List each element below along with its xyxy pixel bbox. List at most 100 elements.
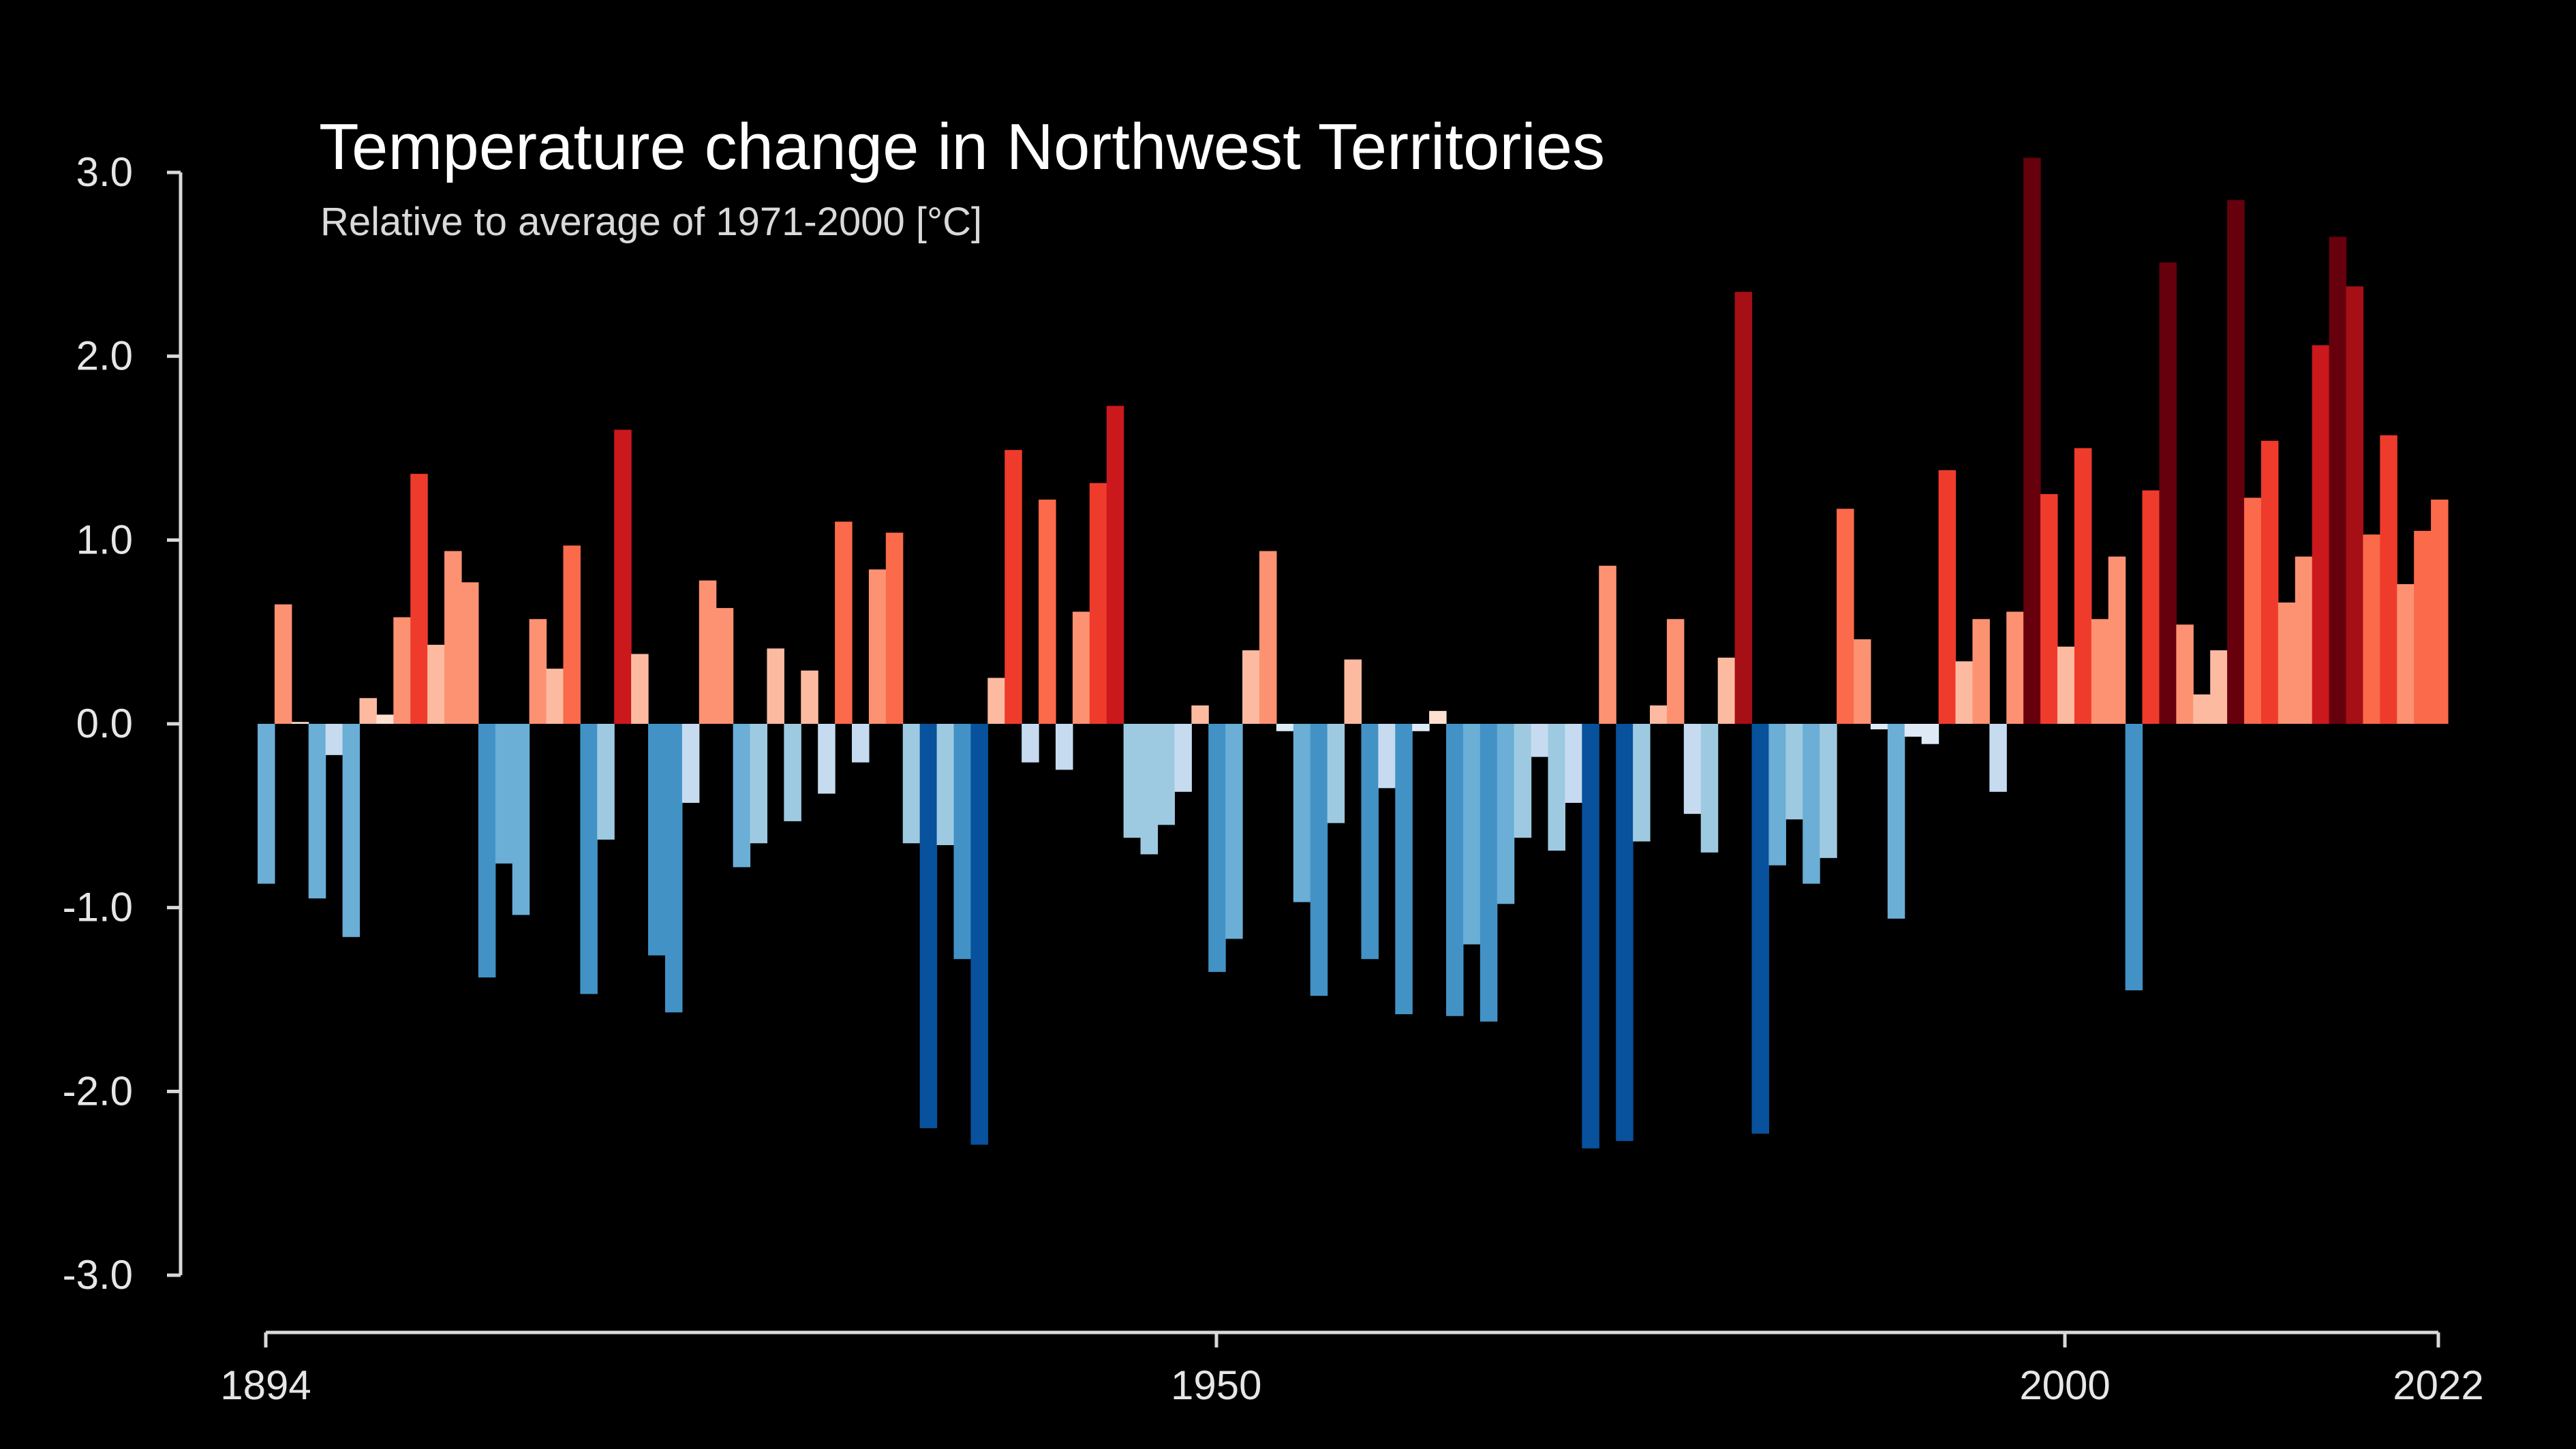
bar-1934 bbox=[936, 724, 955, 845]
bar-1960 bbox=[1378, 724, 1396, 789]
bar-1931 bbox=[885, 532, 904, 724]
x-tick-label: 2022 bbox=[2393, 1362, 2483, 1408]
bar-1991 bbox=[1904, 724, 1922, 737]
bar-1965 bbox=[1462, 724, 1481, 945]
bar-1917 bbox=[648, 724, 666, 956]
bar-1976 bbox=[1650, 705, 1668, 724]
y-tick-label: -3.0 bbox=[63, 1252, 133, 1298]
bar-1941 bbox=[1055, 724, 1073, 770]
bar-2004 bbox=[2125, 724, 2143, 991]
y-tick-label: 1.0 bbox=[76, 517, 133, 562]
bar-1995 bbox=[1972, 619, 1990, 724]
bar-2013 bbox=[2278, 603, 2296, 724]
bar-1905 bbox=[444, 551, 462, 724]
bar-2012 bbox=[2260, 440, 2279, 724]
bar-1999 bbox=[2040, 493, 2058, 724]
bar-1998 bbox=[2023, 157, 2041, 724]
bar-1958 bbox=[1344, 659, 1362, 724]
bar-1921 bbox=[716, 608, 734, 724]
bar-1993 bbox=[1938, 470, 1957, 724]
bar-1909 bbox=[512, 724, 530, 915]
x-tick-label: 1950 bbox=[1171, 1362, 1261, 1408]
bar-1911 bbox=[546, 669, 564, 724]
bar-1927 bbox=[818, 724, 835, 794]
bar-2002 bbox=[2091, 619, 2109, 724]
bar-1916 bbox=[631, 654, 649, 724]
y-tick-label: -1.0 bbox=[63, 885, 133, 930]
bar-1907 bbox=[478, 724, 496, 978]
bar-1952 bbox=[1242, 650, 1260, 724]
bar-1898 bbox=[325, 724, 343, 755]
bar-1978 bbox=[1683, 724, 1702, 814]
y-tick-label: -2.0 bbox=[63, 1068, 133, 1114]
bar-1942 bbox=[1072, 611, 1090, 724]
bar-1983 bbox=[1768, 724, 1786, 866]
bar-1970 bbox=[1548, 724, 1566, 851]
bar-1969 bbox=[1531, 724, 1549, 757]
bar-1971 bbox=[1565, 724, 1582, 803]
bar-2019 bbox=[2380, 435, 2397, 724]
bar-1938 bbox=[1005, 450, 1022, 724]
bar-1975 bbox=[1633, 724, 1651, 842]
y-tick-label: 2.0 bbox=[76, 333, 133, 379]
bar-1973 bbox=[1599, 566, 1616, 724]
bar-1980 bbox=[1717, 657, 1736, 724]
x-tick-label: 1894 bbox=[220, 1362, 311, 1408]
bar-1908 bbox=[495, 724, 513, 864]
bar-2010 bbox=[2227, 200, 2245, 724]
bar-1920 bbox=[699, 580, 717, 724]
bar-1896 bbox=[291, 722, 309, 724]
y-tick-label: 0.0 bbox=[76, 701, 133, 746]
bar-1954 bbox=[1276, 724, 1294, 731]
bar-1997 bbox=[2006, 611, 2024, 724]
bar-1948 bbox=[1174, 724, 1192, 792]
bar-1979 bbox=[1700, 724, 1719, 853]
bar-1932 bbox=[902, 724, 921, 844]
bar-1996 bbox=[1989, 724, 2007, 792]
bar-1914 bbox=[597, 724, 615, 840]
bar-1913 bbox=[580, 724, 598, 994]
bar-1972 bbox=[1582, 724, 1599, 1148]
x-axis-line bbox=[264, 1330, 2440, 1347]
bar-1918 bbox=[664, 724, 683, 1013]
bar-2007 bbox=[2176, 624, 2194, 724]
bar-1910 bbox=[529, 619, 547, 724]
bar-1987 bbox=[1837, 508, 1854, 724]
chart-title: Temperature change in Northwest Territor… bbox=[319, 110, 1605, 183]
bar-1901 bbox=[376, 714, 394, 724]
bar-2015 bbox=[2312, 345, 2330, 724]
bar-1924 bbox=[767, 648, 784, 724]
bar-1895 bbox=[274, 604, 292, 724]
bar-1946 bbox=[1140, 724, 1159, 855]
bar-2016 bbox=[2329, 237, 2347, 724]
bar-1989 bbox=[1870, 724, 1888, 730]
bar-1967 bbox=[1497, 724, 1515, 904]
bar-1992 bbox=[1921, 724, 1939, 744]
bar-1944 bbox=[1106, 406, 1124, 724]
bar-1959 bbox=[1361, 724, 1379, 960]
bar-1894 bbox=[258, 724, 275, 884]
y-axis: 3.0 2.0 1.0 0.0 -1.0 -2.0 -3.0 bbox=[63, 149, 183, 1298]
bar-1974 bbox=[1616, 724, 1634, 1142]
bar-1988 bbox=[1853, 639, 1871, 724]
x-tick-label: 2000 bbox=[2019, 1362, 2110, 1408]
bar-1935 bbox=[953, 724, 972, 960]
bar-1915 bbox=[614, 429, 632, 724]
bar-2011 bbox=[2244, 498, 2262, 724]
bar-1926 bbox=[801, 670, 818, 724]
bars-group bbox=[258, 157, 2449, 1148]
bar-2014 bbox=[2295, 556, 2313, 724]
bar-1933 bbox=[919, 724, 938, 1129]
bar-1982 bbox=[1751, 724, 1770, 1134]
bar-2000 bbox=[2057, 646, 2075, 724]
bar-2020 bbox=[2397, 584, 2414, 724]
bar-2008 bbox=[2193, 694, 2211, 724]
bar-1900 bbox=[359, 698, 377, 724]
bar-2006 bbox=[2159, 262, 2177, 724]
bar-1930 bbox=[868, 569, 887, 724]
bar-1919 bbox=[681, 724, 700, 803]
bar-1955 bbox=[1293, 724, 1311, 902]
bar-1957 bbox=[1327, 724, 1345, 823]
bar-1964 bbox=[1446, 724, 1464, 1016]
